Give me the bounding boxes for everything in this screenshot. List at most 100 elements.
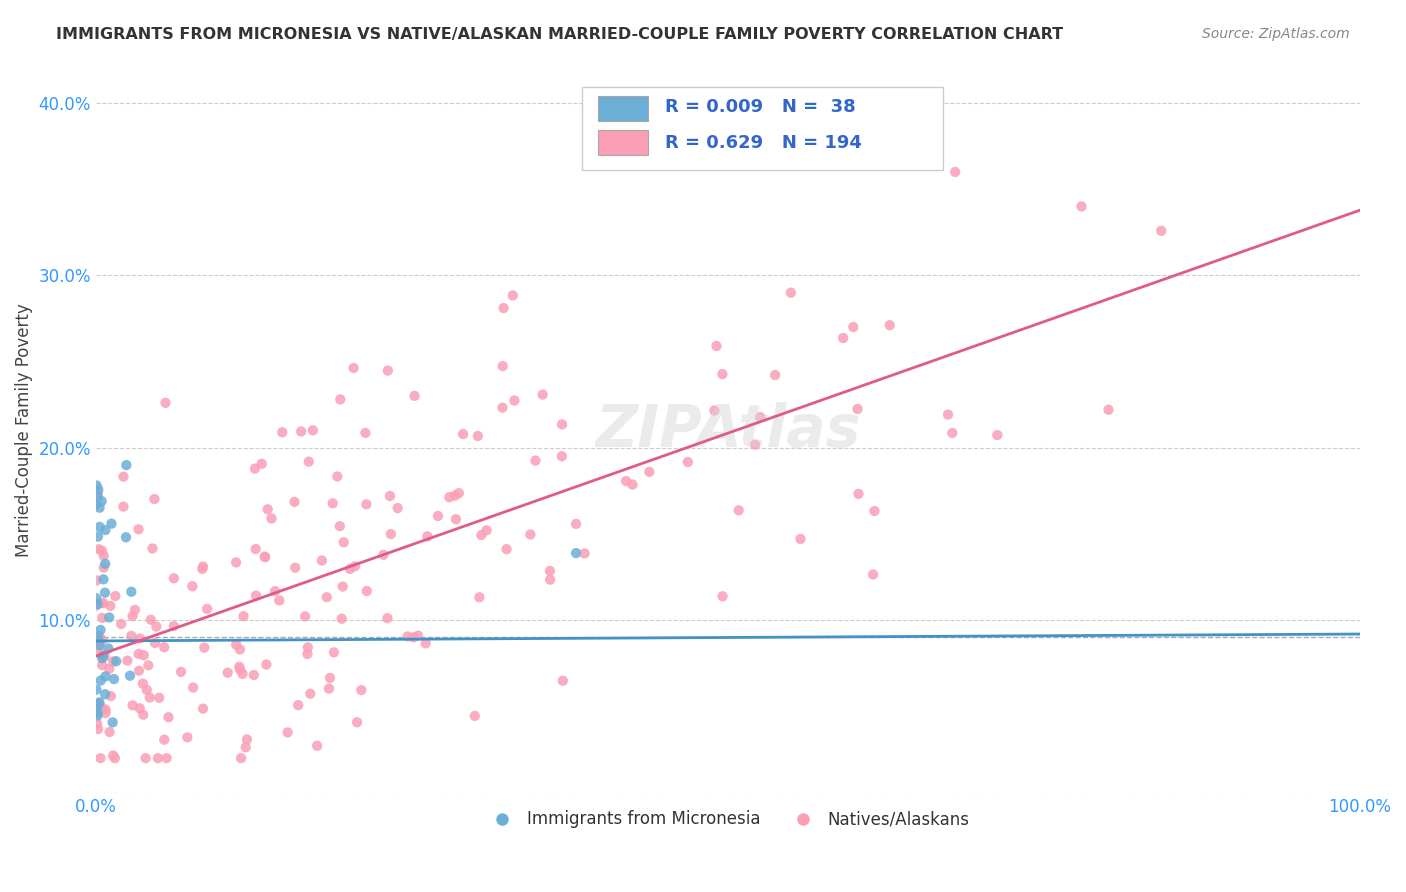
Point <box>451 427 474 442</box>
Point <box>1070 199 1092 213</box>
Point <box>94 557 117 571</box>
Point <box>90 623 112 637</box>
Point <box>90 494 112 508</box>
Point <box>86 682 108 697</box>
Point <box>232 609 254 624</box>
Point <box>1097 402 1119 417</box>
Point <box>943 165 966 179</box>
Point <box>117 654 139 668</box>
Point <box>406 629 429 643</box>
Point <box>565 516 588 531</box>
Point <box>491 401 513 415</box>
Point <box>101 748 124 763</box>
Point <box>235 740 257 755</box>
Point <box>468 591 491 605</box>
Point <box>115 458 138 472</box>
Point <box>744 438 766 452</box>
Point <box>789 532 811 546</box>
Point <box>170 665 193 679</box>
Point <box>260 511 283 525</box>
Point <box>326 469 349 483</box>
Point <box>93 649 115 664</box>
Point <box>243 461 266 475</box>
Point <box>356 584 378 599</box>
Point <box>444 489 467 503</box>
Point <box>90 646 112 660</box>
Point <box>89 629 111 643</box>
Point <box>377 611 399 625</box>
Point <box>315 590 337 604</box>
Point <box>98 610 121 624</box>
Point <box>120 629 142 643</box>
Point <box>141 541 163 556</box>
Point <box>426 508 449 523</box>
Point <box>551 450 574 464</box>
Point <box>245 541 267 556</box>
Point <box>90 700 112 714</box>
Point <box>519 527 541 541</box>
Point <box>157 710 180 724</box>
Point <box>531 387 554 401</box>
Point <box>86 485 108 500</box>
Point <box>322 496 344 510</box>
Point <box>93 549 115 563</box>
Point <box>135 682 157 697</box>
Point <box>135 751 157 765</box>
Point <box>89 500 111 515</box>
Point <box>863 504 886 518</box>
Point <box>332 580 354 594</box>
Point <box>495 542 517 557</box>
Point <box>91 658 114 673</box>
Point <box>298 455 321 469</box>
Point <box>256 502 278 516</box>
Point <box>94 523 117 537</box>
Point <box>148 690 170 705</box>
Point <box>936 408 959 422</box>
Point <box>551 417 574 432</box>
Point <box>87 483 110 497</box>
Point <box>727 503 749 517</box>
Point <box>93 596 115 610</box>
Point <box>90 543 112 558</box>
Point <box>356 497 378 511</box>
Point <box>332 535 354 549</box>
Point <box>297 640 319 655</box>
Point <box>299 687 322 701</box>
Point <box>254 657 277 672</box>
Point <box>87 698 110 713</box>
Point <box>464 709 486 723</box>
Point <box>253 549 276 564</box>
Y-axis label: Married-Couple Family Poverty: Married-Couple Family Poverty <box>15 303 32 558</box>
Legend: Immigrants from Micronesia, Natives/Alaskans: Immigrants from Micronesia, Natives/Alas… <box>479 804 976 835</box>
Point <box>87 542 110 557</box>
Point <box>104 589 127 603</box>
Text: IMMIGRANTS FROM MICRONESIA VS NATIVE/ALASKAN MARRIED-COUPLE FAMILY POVERTY CORRE: IMMIGRANTS FROM MICRONESIA VS NATIVE/ALA… <box>56 27 1063 42</box>
Point <box>86 708 108 723</box>
Point <box>229 663 252 677</box>
Bar <box>598 130 648 155</box>
Point <box>538 564 561 578</box>
Point <box>862 567 884 582</box>
Text: ZIPAtlas: ZIPAtlas <box>595 402 860 459</box>
Point <box>264 584 287 599</box>
Point <box>121 609 143 624</box>
Point <box>132 707 155 722</box>
Point <box>94 706 117 720</box>
Point <box>86 706 108 720</box>
Point <box>145 619 167 633</box>
Point <box>110 617 132 632</box>
Point <box>155 751 177 765</box>
Point <box>350 683 373 698</box>
Point <box>181 681 204 695</box>
Point <box>112 469 135 483</box>
Point <box>342 361 364 376</box>
Point <box>283 495 305 509</box>
Point <box>616 147 638 161</box>
Point <box>447 486 470 500</box>
Point <box>329 519 352 533</box>
Point <box>470 528 492 542</box>
Point <box>444 512 467 526</box>
Point <box>90 673 112 688</box>
Point <box>228 659 250 673</box>
Point <box>439 490 461 504</box>
